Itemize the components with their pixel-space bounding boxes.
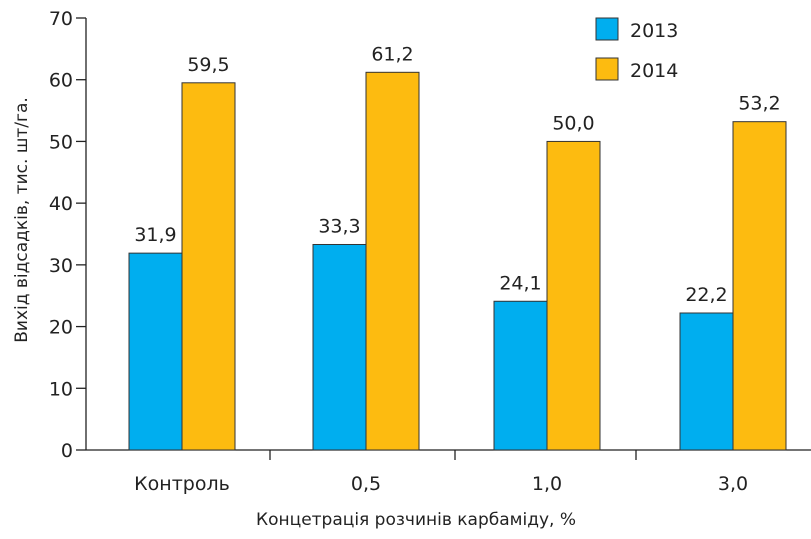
data-label-2014: 53,2 (738, 93, 780, 115)
data-label-2013: 31,9 (134, 224, 176, 246)
data-label-2013: 33,3 (318, 215, 360, 237)
bar-2014-2 (365, 71, 420, 451)
data-label-2013: 22,2 (685, 284, 727, 306)
y-tick-label: 10 (49, 378, 73, 400)
y-tick-label: 30 (49, 255, 73, 277)
x-axis-ticks: Контроль 0,5 1,0 3,0 (134, 450, 748, 495)
legend-label-2013: 2013 (630, 20, 678, 42)
data-label-2014: 59,5 (187, 54, 229, 76)
y-tick-label: 0 (61, 440, 73, 462)
legend: 2013 2014 (595, 17, 678, 82)
y-axis-ticks: 0 10 20 30 40 50 60 70 (49, 8, 86, 462)
bar-2014-1 (181, 82, 236, 451)
legend-swatch-2014 (595, 57, 619, 81)
legend-swatch-2013 (595, 17, 619, 41)
bar-2013-2 (312, 243, 367, 451)
bar-2014-4 (732, 121, 787, 451)
data-labels: 31,9 33,3 24,1 22,2 59,5 61,2 50,0 53,2 (134, 43, 780, 306)
bar-2013-3 (493, 300, 548, 451)
data-label-2013: 24,1 (499, 272, 541, 294)
data-label-2014: 50,0 (552, 112, 594, 134)
bar-2013-1 (128, 252, 183, 451)
x-category-label: 0,5 (351, 473, 381, 495)
x-category-label: Контроль (134, 473, 230, 495)
x-category-label: 1,0 (532, 473, 562, 495)
x-category-label: 3,0 (718, 473, 748, 495)
y-tick-label: 70 (49, 8, 73, 30)
y-tick-label: 50 (49, 131, 73, 153)
y-tick-label: 20 (49, 317, 73, 339)
y-tick-label: 60 (49, 70, 73, 92)
data-label-2014: 61,2 (371, 43, 413, 65)
bar-2014-3 (546, 140, 601, 451)
y-axis-title: Вихід відсадків, тис. шт/га. (12, 97, 32, 343)
legend-label-2014: 2014 (630, 60, 678, 82)
y-tick-label: 40 (49, 193, 73, 215)
bars (128, 71, 787, 451)
x-axis-title: Концетрація розчинів карбаміду, % (256, 510, 576, 530)
bar-2013-4 (679, 312, 734, 451)
